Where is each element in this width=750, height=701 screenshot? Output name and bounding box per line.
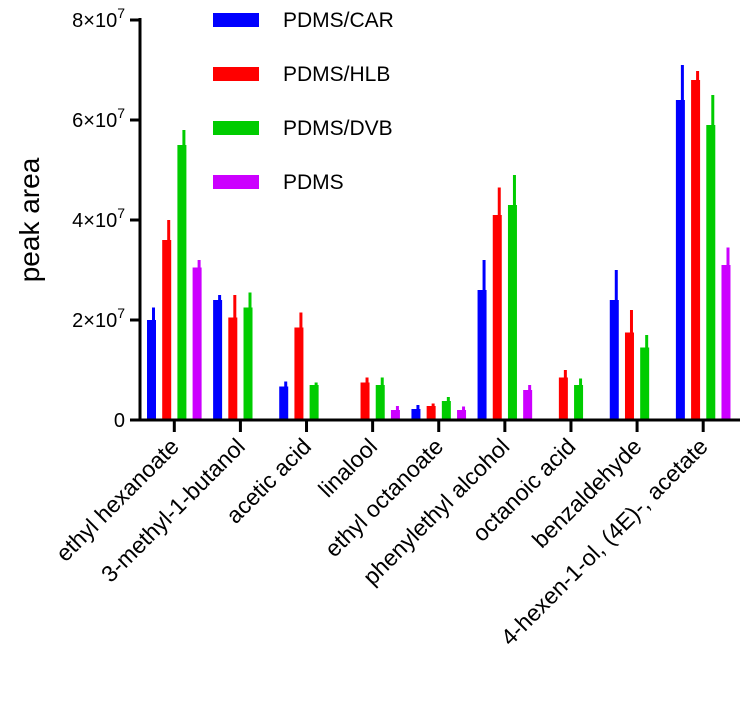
legend-swatch-pdms bbox=[213, 175, 259, 189]
bar-pdms-car-3-methyl-1-butanol bbox=[213, 300, 223, 420]
legend-label-pdms-dvb: PDMS/DVB bbox=[283, 117, 393, 140]
legend-label-pdms-car: PDMS/CAR bbox=[283, 9, 394, 32]
bar-pdms-car-benzaldehyde bbox=[609, 300, 619, 420]
y-axis-label: peak area bbox=[14, 157, 45, 282]
y-tick-label: 2×107 bbox=[72, 305, 125, 332]
bar-pdms-dvb-acetic-acid bbox=[309, 385, 319, 420]
bar-pdms-dvb-3-methyl-1-butanol bbox=[243, 307, 253, 420]
legend: PDMS/CAR PDMS/HLB PDMS/DVB PDMS bbox=[213, 9, 394, 194]
bar-pdms-car-ethyl-hexanoate bbox=[147, 320, 156, 420]
bar-pdms-dvb-4-hexen-1-ol-4e-acetate bbox=[706, 125, 716, 420]
legend-label-pdms: PDMS bbox=[283, 171, 344, 194]
legend-label-pdms-hlb: PDMS/HLB bbox=[283, 63, 390, 86]
bar-pdms-ethyl-octanoate bbox=[457, 410, 467, 420]
bar-pdms-dvb-phenylethyl-alcohol bbox=[507, 205, 517, 420]
bar-pdms-phenylethyl-alcohol bbox=[523, 390, 533, 420]
legend-swatch-pdms-hlb bbox=[213, 67, 259, 81]
bar-pdms-dvb-benzaldehyde bbox=[640, 347, 650, 420]
bar-pdms-hlb-linalool bbox=[360, 382, 370, 420]
bar-pdms-hlb-3-methyl-1-butanol bbox=[228, 317, 238, 420]
y-tick-label: 4×107 bbox=[72, 205, 125, 232]
bar-pdms-hlb-phenylethyl-alcohol bbox=[492, 215, 502, 420]
bar-pdms-linalool bbox=[390, 410, 400, 420]
bar-pdms-dvb-ethyl-hexanoate bbox=[177, 145, 187, 420]
bar-pdms-hlb-octanoic-acid bbox=[558, 377, 568, 420]
bar-pdms-hlb-benzaldehyde bbox=[624, 332, 634, 420]
bar-pdms-hlb-ethyl-octanoate bbox=[426, 406, 436, 420]
bar-pdms-dvb-linalool bbox=[375, 385, 385, 420]
bar-pdms-car-acetic-acid bbox=[279, 386, 289, 420]
bar-pdms-hlb-ethyl-hexanoate bbox=[162, 240, 172, 420]
y-tick-label: 6×107 bbox=[72, 105, 125, 132]
y-tick-label: 0 bbox=[114, 410, 125, 432]
bar-pdms-ethyl-hexanoate bbox=[192, 267, 202, 420]
legend-swatch-pdms-dvb bbox=[213, 121, 259, 135]
bar-pdms-hlb-acetic-acid bbox=[294, 327, 304, 420]
bars-layer bbox=[147, 65, 731, 420]
x-tick-label-ethyl-octanoate: ethyl octanoate bbox=[320, 433, 449, 562]
bar-pdms-dvb-ethyl-octanoate bbox=[441, 401, 451, 420]
bar-pdms-car-phenylethyl-alcohol bbox=[477, 290, 487, 420]
bar-pdms-4-hexen-1-ol-4e-acetate bbox=[721, 265, 731, 420]
bar-pdms-car-4-hexen-1-ol-4e-acetate bbox=[675, 100, 685, 420]
bar-pdms-hlb-4-hexen-1-ol-4e-acetate bbox=[691, 80, 701, 420]
legend-swatch-pdms-car bbox=[213, 13, 259, 27]
bar-pdms-car-ethyl-octanoate bbox=[411, 409, 421, 420]
y-tick-label: 8×107 bbox=[72, 5, 125, 32]
bar-pdms-dvb-octanoic-acid bbox=[574, 385, 584, 420]
